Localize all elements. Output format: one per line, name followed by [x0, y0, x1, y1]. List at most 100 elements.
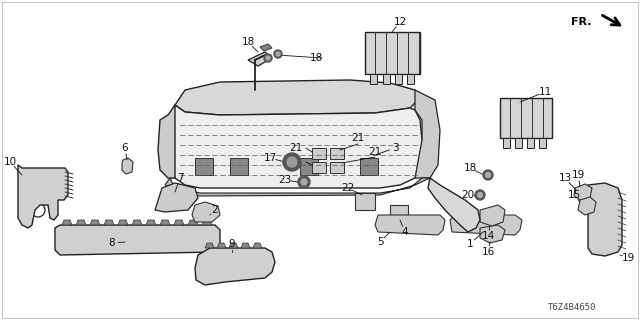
Text: T6Z4B4650: T6Z4B4650	[548, 303, 596, 313]
Polygon shape	[480, 205, 505, 226]
Polygon shape	[62, 220, 72, 225]
Text: 4: 4	[402, 227, 408, 237]
Text: 3: 3	[392, 143, 398, 153]
Polygon shape	[217, 243, 226, 248]
Polygon shape	[90, 220, 100, 225]
Text: 21: 21	[289, 143, 303, 153]
Text: 22: 22	[341, 183, 355, 193]
Polygon shape	[365, 32, 420, 74]
Text: 19: 19	[621, 253, 635, 263]
Text: 6: 6	[122, 143, 128, 153]
Polygon shape	[312, 148, 326, 159]
Polygon shape	[527, 138, 534, 148]
Circle shape	[274, 50, 282, 58]
Circle shape	[298, 176, 310, 188]
Text: 15: 15	[568, 190, 580, 200]
Text: 21: 21	[369, 147, 381, 157]
Polygon shape	[312, 162, 326, 173]
Polygon shape	[383, 74, 390, 84]
Polygon shape	[253, 243, 262, 248]
Polygon shape	[539, 138, 546, 148]
Polygon shape	[500, 98, 552, 138]
Polygon shape	[260, 44, 272, 51]
Circle shape	[475, 190, 485, 200]
Circle shape	[264, 54, 272, 62]
Polygon shape	[229, 243, 238, 248]
Polygon shape	[370, 74, 377, 84]
Polygon shape	[118, 220, 128, 225]
Circle shape	[283, 153, 301, 171]
Polygon shape	[330, 162, 344, 173]
Polygon shape	[155, 183, 198, 212]
Text: 9: 9	[228, 239, 236, 249]
Polygon shape	[192, 202, 220, 222]
Polygon shape	[407, 74, 414, 84]
Polygon shape	[195, 158, 213, 175]
Text: 17: 17	[264, 153, 276, 163]
Polygon shape	[503, 138, 510, 148]
Text: 21: 21	[289, 157, 303, 167]
Polygon shape	[300, 158, 318, 175]
Text: 1: 1	[467, 239, 474, 249]
Polygon shape	[395, 74, 402, 84]
Polygon shape	[390, 205, 408, 220]
Polygon shape	[588, 183, 622, 256]
Polygon shape	[515, 138, 522, 148]
Polygon shape	[188, 220, 198, 225]
Polygon shape	[360, 158, 378, 175]
Polygon shape	[160, 220, 170, 225]
Circle shape	[477, 193, 483, 197]
Polygon shape	[480, 225, 505, 243]
Text: 5: 5	[377, 237, 383, 247]
Polygon shape	[165, 178, 430, 196]
Polygon shape	[132, 220, 142, 225]
Polygon shape	[55, 225, 220, 255]
Text: 16: 16	[481, 247, 495, 257]
Text: 2: 2	[212, 205, 218, 215]
Text: 11: 11	[538, 87, 552, 97]
Polygon shape	[574, 184, 592, 201]
Polygon shape	[205, 243, 214, 248]
Text: 18: 18	[309, 53, 323, 63]
Circle shape	[301, 179, 307, 185]
Text: 18: 18	[241, 37, 255, 47]
Text: 18: 18	[463, 163, 477, 173]
Text: 19: 19	[572, 170, 584, 180]
Polygon shape	[122, 158, 133, 174]
Text: 21: 21	[351, 133, 365, 143]
Text: 23: 23	[278, 175, 292, 185]
Text: 8: 8	[109, 238, 115, 248]
Circle shape	[266, 56, 270, 60]
Polygon shape	[18, 165, 68, 228]
Circle shape	[287, 157, 297, 167]
Polygon shape	[76, 220, 86, 225]
Polygon shape	[202, 220, 212, 225]
Text: 13: 13	[558, 173, 572, 183]
Polygon shape	[375, 215, 445, 235]
Polygon shape	[146, 220, 156, 225]
Polygon shape	[241, 243, 250, 248]
Polygon shape	[175, 80, 420, 115]
Circle shape	[276, 52, 280, 56]
Polygon shape	[248, 52, 272, 66]
Polygon shape	[428, 178, 480, 232]
Polygon shape	[330, 148, 344, 159]
Circle shape	[486, 172, 490, 178]
Text: 20: 20	[461, 190, 475, 200]
Text: FR.: FR.	[572, 17, 592, 27]
Polygon shape	[355, 193, 375, 210]
Polygon shape	[230, 158, 248, 175]
Polygon shape	[578, 197, 596, 215]
Text: 14: 14	[481, 231, 495, 241]
Text: 10: 10	[3, 157, 17, 167]
Polygon shape	[104, 220, 114, 225]
Polygon shape	[415, 90, 440, 178]
Polygon shape	[174, 220, 184, 225]
Polygon shape	[450, 215, 522, 235]
Circle shape	[483, 170, 493, 180]
Polygon shape	[195, 248, 275, 285]
Text: 12: 12	[394, 17, 406, 27]
Polygon shape	[158, 105, 175, 178]
Text: 7: 7	[177, 173, 183, 183]
Polygon shape	[168, 105, 422, 188]
